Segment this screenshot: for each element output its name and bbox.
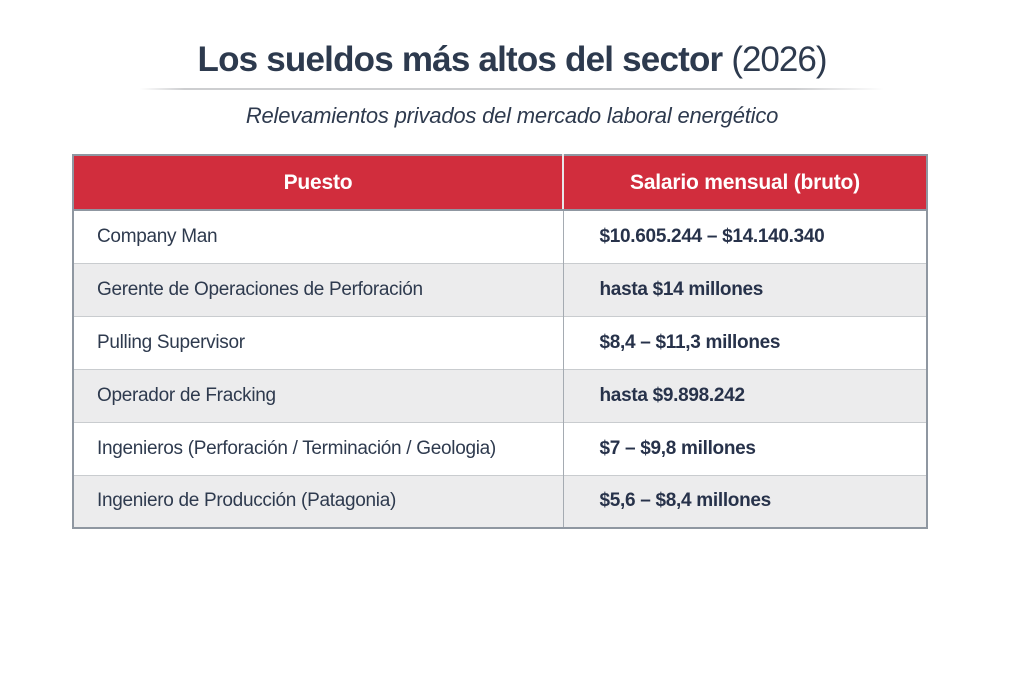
page-title-main: Los sueldos más altos del sector — [197, 40, 724, 79]
table-row: Company Man $10.605.244 – $14.140.340 — [73, 210, 927, 264]
table-header-row: Puesto Salario mensual (bruto) — [73, 155, 927, 212]
puesto-cell: Operador de Fracking — [73, 368, 564, 423]
salario-cell: $7 – $9,8 millones — [563, 421, 927, 476]
salario-cell: $5,6 – $8,4 millones — [563, 474, 927, 529]
table-row: Ingeniero de Producción (Patagonia) $5,6… — [73, 474, 927, 529]
infographic-page: Los sueldos más altos del sector (2026) … — [0, 40, 1024, 700]
page-title-year: (2026) — [731, 40, 827, 79]
puesto-cell: Ingenieros (Perforación / Terminación / … — [73, 421, 564, 476]
table-row: Ingenieros (Perforación / Terminación / … — [73, 421, 927, 476]
salario-cell: $10.605.244 – $14.140.340 — [599, 225, 825, 247]
page-subtitle: Relevamientos privados del mercado labor… — [245, 103, 779, 129]
page-header: Los sueldos más altos del sector (2026) … — [0, 40, 1024, 129]
salario-cell: hasta $9.898.242 — [563, 368, 927, 423]
table-row: Gerente de Operaciones de Perforación ha… — [73, 262, 927, 317]
puesto-cell: Ingeniero de Producción (Patagonia) — [73, 474, 564, 529]
table-row: Operador de Fracking hasta $9.898.242 — [73, 368, 927, 423]
puesto-cell: Gerente de Operaciones de Perforación — [73, 262, 564, 317]
column-header-puesto: Puesto — [73, 155, 564, 212]
salary-table: Puesto Salario mensual (bruto) Company M… — [72, 154, 928, 530]
table-row: Pulling Supervisor $8,4 – $11,3 millones — [73, 315, 927, 370]
title-divider-line — [140, 88, 884, 91]
salario-cell: $8,4 – $11,3 millones — [563, 315, 927, 370]
column-header-salario: Salario mensual (bruto) — [563, 155, 927, 212]
salario-cell: hasta $14 millones — [563, 262, 927, 317]
puesto-cell: Company Man — [73, 210, 564, 264]
page-title: Los sueldos más altos del sector (2026) — [0, 40, 1024, 79]
puesto-cell: Pulling Supervisor — [73, 315, 564, 370]
